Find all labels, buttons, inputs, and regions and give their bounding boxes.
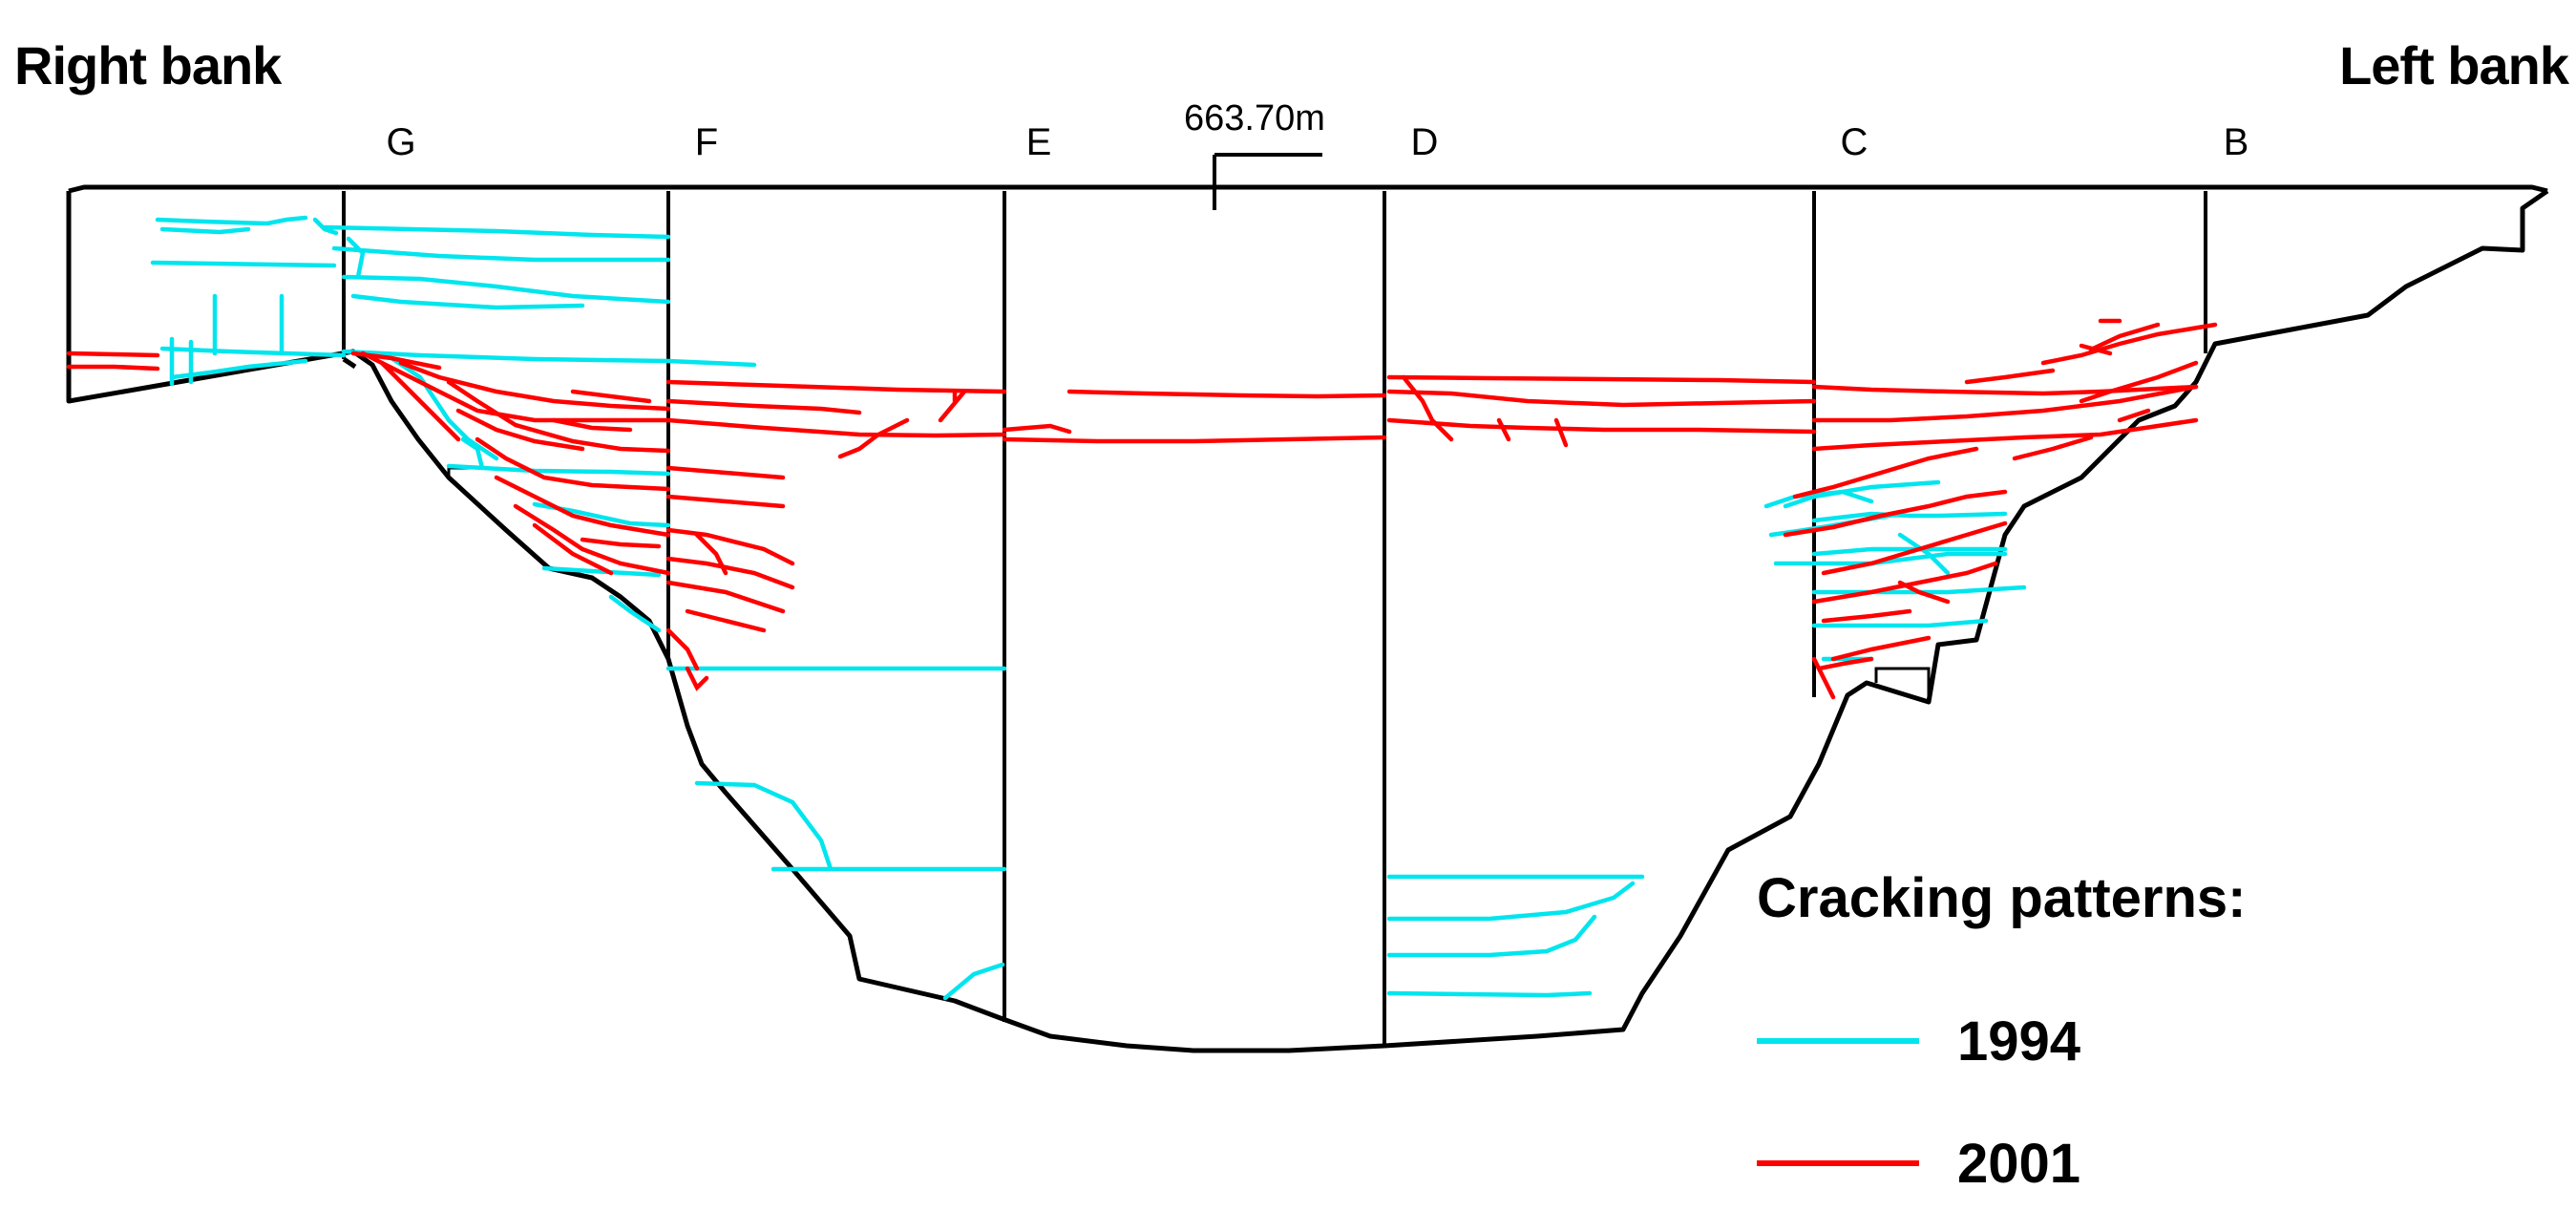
right-bank-label: Right bank <box>14 35 283 96</box>
block-label-f: F <box>695 121 718 163</box>
cracks-2001 <box>66 318 2218 700</box>
legend: Cracking patterns: 1994 2001 <box>1757 867 2246 1195</box>
block-label-g: G <box>386 121 415 163</box>
elevation-marker <box>1213 153 1322 210</box>
right-abutment-step <box>342 356 357 370</box>
block-label-d: D <box>1411 121 1439 163</box>
dam-outline <box>66 188 2549 1053</box>
block-label-c: C <box>1841 121 1869 163</box>
dam-crest <box>68 184 2548 194</box>
cracks-1994 <box>150 215 2027 1001</box>
left-bank-label: Left bank <box>2339 35 2570 96</box>
block-label-e: E <box>1026 121 1052 163</box>
legend-label-2001: 2001 <box>1957 1133 2080 1195</box>
legend-label-1994: 1994 <box>1957 1010 2080 1073</box>
block-label-b: B <box>2224 121 2249 163</box>
crest-elevation-label: 663.70m <box>1184 98 1325 138</box>
c-step-1 <box>1874 667 1931 702</box>
legend-title: Cracking patterns: <box>1757 867 2246 929</box>
